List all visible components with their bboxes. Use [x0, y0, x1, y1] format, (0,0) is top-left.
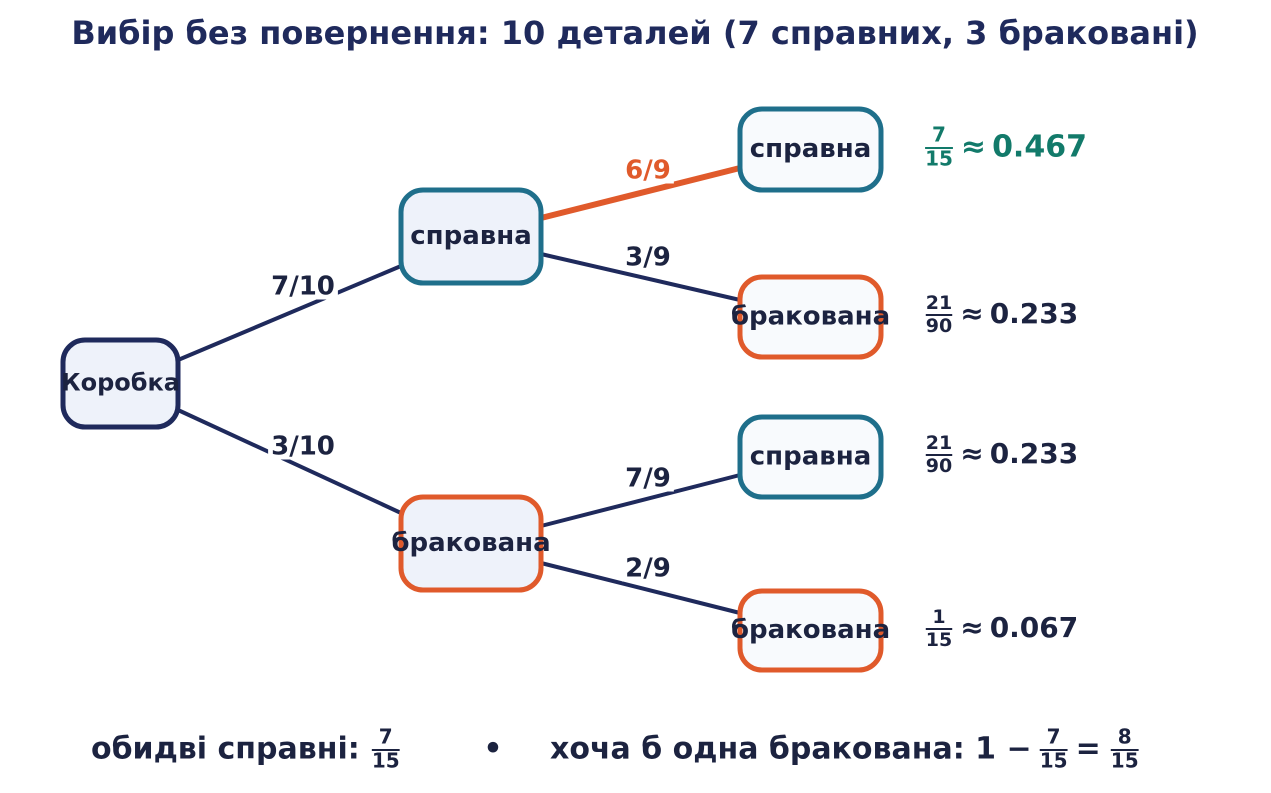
node-box: [737, 106, 884, 193]
footer-separator: •: [483, 732, 502, 767]
node-label: справна: [750, 442, 872, 472]
node-label: бракована: [731, 302, 890, 332]
outcome-denominator: 90: [926, 455, 952, 477]
footer-denominator: 15: [372, 749, 400, 773]
footer-text: хоча б одна бракована: 1 −: [550, 732, 1032, 767]
node-box: [398, 187, 544, 286]
edge-label: 3/9: [625, 243, 671, 273]
edge: [177, 408, 402, 515]
node-label: справна: [750, 134, 872, 164]
outcome-denominator: 15: [925, 147, 953, 171]
edge: [540, 561, 741, 615]
footer-numerator: 7: [379, 725, 393, 749]
edge-label: 7/10: [271, 272, 335, 302]
approx-sign: ≈: [960, 611, 983, 644]
edge-label: 6/9: [625, 156, 671, 186]
node-label: Коробка: [61, 369, 180, 397]
approx-sign: ≈: [960, 297, 983, 330]
label-bg: [622, 157, 674, 184]
label-bg: [268, 273, 338, 300]
edge-label: 3/10: [271, 432, 335, 462]
outcome-numerator: 1: [932, 606, 945, 628]
title: Вибір без повернення: 10 деталей (7 спра…: [71, 14, 1198, 52]
footer-numerator: 7: [1047, 725, 1061, 749]
outcome-numerator: 21: [926, 432, 952, 454]
outcome-numerator: 7: [932, 123, 946, 147]
node-box: [737, 274, 884, 360]
outcome-value: 0.233: [990, 437, 1079, 470]
label-bg: [622, 465, 674, 492]
label-bg: [622, 555, 674, 582]
edge: [540, 252, 741, 302]
footer-numerator: 8: [1118, 725, 1132, 749]
footer-denominator: 15: [1040, 749, 1068, 773]
edge: [540, 473, 741, 528]
footer-equals: =: [1076, 732, 1101, 767]
edge: [540, 165, 741, 221]
node-label: бракована: [731, 615, 890, 645]
label-bg: [622, 244, 674, 271]
footer-text: обидві справні:: [91, 732, 360, 767]
edge-label: 7/9: [625, 464, 671, 494]
outcome-denominator: 90: [926, 315, 952, 337]
node-box: [60, 337, 181, 430]
node-label: справна: [410, 221, 532, 251]
node-box: [737, 414, 884, 500]
edge-label: 2/9: [625, 554, 671, 584]
node-box: [737, 588, 884, 673]
approx-sign: ≈: [960, 437, 983, 470]
label-bg: [268, 433, 338, 460]
outcome-value: 0.067: [990, 611, 1079, 644]
outcome-value: 0.467: [992, 130, 1087, 165]
footer-denominator: 15: [1111, 749, 1139, 773]
outcome-denominator: 15: [926, 629, 952, 651]
edge: [177, 264, 402, 362]
outcome-value: 0.233: [990, 297, 1079, 330]
approx-sign: ≈: [961, 130, 986, 165]
node-box: [398, 494, 544, 593]
outcome-numerator: 21: [926, 292, 952, 314]
node-label: бракована: [391, 528, 550, 558]
